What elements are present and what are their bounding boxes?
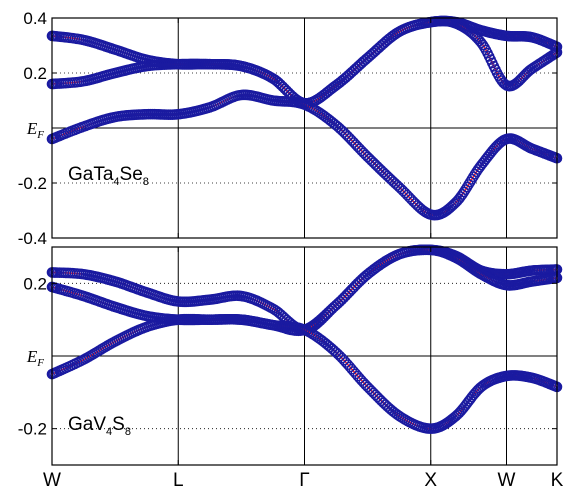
panel-top: 0.4 0.2 EF -0.2 -0.4 GaTa4Se8 [18,9,563,248]
material-label: GaV4S8 [68,414,131,438]
panel-bottom: 0.2 EF -0.2 GaV4S8 [18,244,563,466]
k-point-label: L [173,470,184,489]
k-point-label: W [43,470,61,489]
y-tick-label: -0.2 [18,174,47,193]
y-tick-label: 0.4 [23,9,47,28]
band-marker [479,42,490,53]
ef-tick-label: EF [26,119,44,141]
k-point-label: X [424,470,437,489]
band-marker [461,181,473,193]
y-tick-label: 0.2 [23,274,47,293]
y-tick-label: -0.4 [18,229,47,248]
k-point-label: K [551,470,564,489]
material-label: GaTa4Se8 [68,164,149,188]
band-marker [460,184,471,195]
band-marker [477,39,489,51]
band-marker [464,176,476,188]
y-tick-label: 0.2 [23,64,47,83]
band-marker [466,174,478,185]
ef-tick-label: EF [26,347,44,369]
k-point-label: W [498,470,516,489]
y-tick-label: -0.2 [18,420,47,439]
k-point-label: Γ [299,470,309,489]
band-marker [463,179,474,190]
